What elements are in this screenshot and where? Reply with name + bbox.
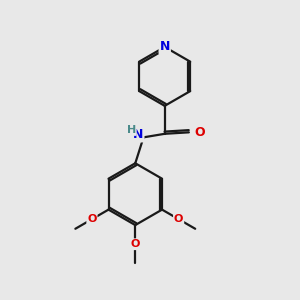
Text: H: H	[127, 125, 136, 135]
Text: O: O	[130, 239, 140, 249]
Text: O: O	[174, 214, 183, 224]
Text: N: N	[160, 40, 170, 53]
Text: N: N	[133, 128, 143, 142]
Text: O: O	[194, 126, 205, 139]
Text: O: O	[87, 214, 97, 224]
